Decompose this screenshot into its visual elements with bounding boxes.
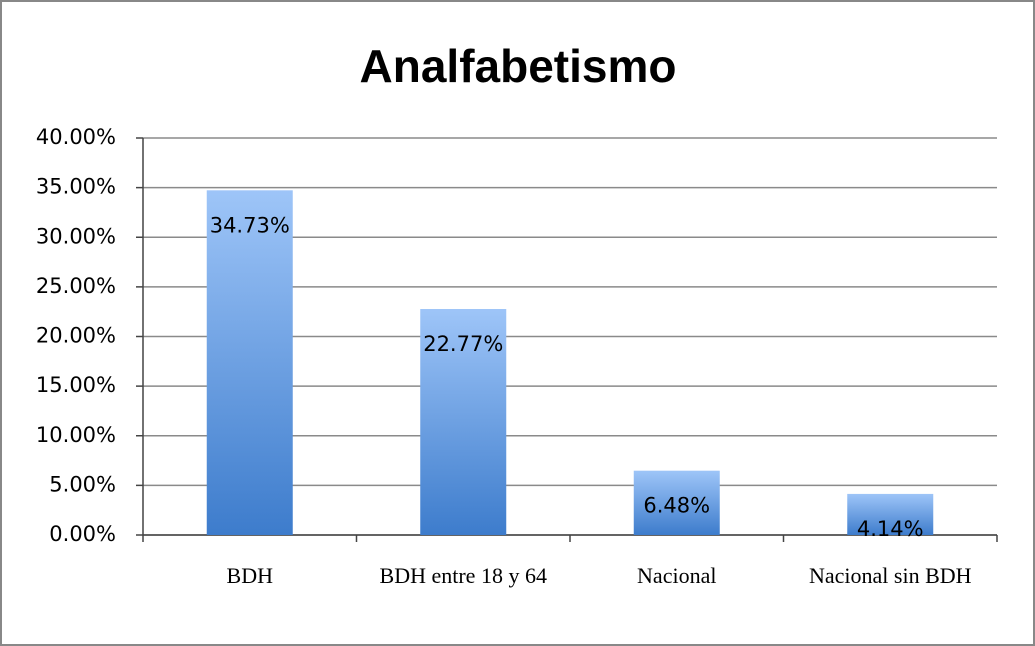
y-tick-label: 15.00% [36, 373, 116, 397]
y-tick-label: 30.00% [36, 224, 116, 248]
x-tick-label: Nacional sin BDH [808, 563, 972, 588]
bar [206, 190, 293, 535]
y-tick-label: 10.00% [36, 423, 116, 447]
data-label: 22.77% [423, 332, 503, 356]
y-tick-label: 35.00% [36, 175, 116, 199]
data-label: 6.48% [643, 494, 710, 518]
y-tick-label: 40.00% [36, 125, 116, 149]
chart-title: Analfabetismo [360, 40, 677, 92]
data-label: 4.14% [857, 517, 924, 541]
y-tick-label: 0.00% [49, 522, 116, 546]
y-tick-label: 25.00% [36, 274, 116, 298]
data-label: 34.73% [210, 213, 290, 237]
y-tick-label: 5.00% [49, 472, 116, 496]
x-tick-label: BDH [226, 563, 273, 588]
x-tick-label: Nacional [637, 563, 717, 588]
x-tick-label: BDH entre 18 y 64 [379, 563, 547, 588]
y-tick-label: 20.00% [36, 324, 116, 348]
bar [847, 493, 934, 535]
bar [633, 470, 720, 535]
bar [420, 309, 507, 535]
